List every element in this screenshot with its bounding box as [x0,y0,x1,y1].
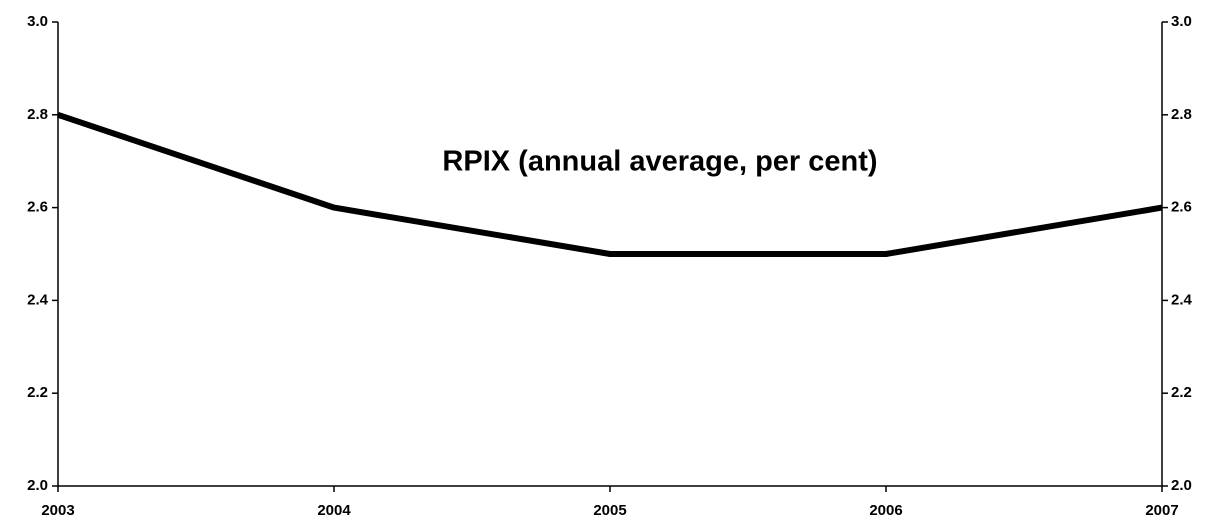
x-tick-label: 2005 [593,502,626,519]
y2-tick-label: 3.0 [1171,13,1192,30]
y2-tick-label: 2.4 [1171,291,1193,308]
x-tick-label: 2007 [1145,502,1178,519]
data-line [57,111,1163,257]
y-tick-label: 3.0 [27,13,48,30]
chart-title: RPIX (annual average, per cent) [442,146,877,178]
y2-tick-label: 2.0 [1171,477,1192,494]
x-tick-label: 2004 [317,502,351,519]
y-tick-label: 2.0 [27,477,48,494]
y-tick-label: 2.8 [27,106,48,123]
y2-tick-label: 2.6 [1171,199,1192,216]
y-tick-label: 2.4 [27,291,49,308]
x-tick-label: 2006 [869,502,902,519]
y-tick-label: 2.2 [27,384,48,401]
y2-tick-label: 2.8 [1171,106,1192,123]
y2-tick-label: 2.2 [1171,384,1192,401]
y-tick-label: 2.6 [27,199,48,216]
x-tick-label: 2003 [41,502,74,519]
